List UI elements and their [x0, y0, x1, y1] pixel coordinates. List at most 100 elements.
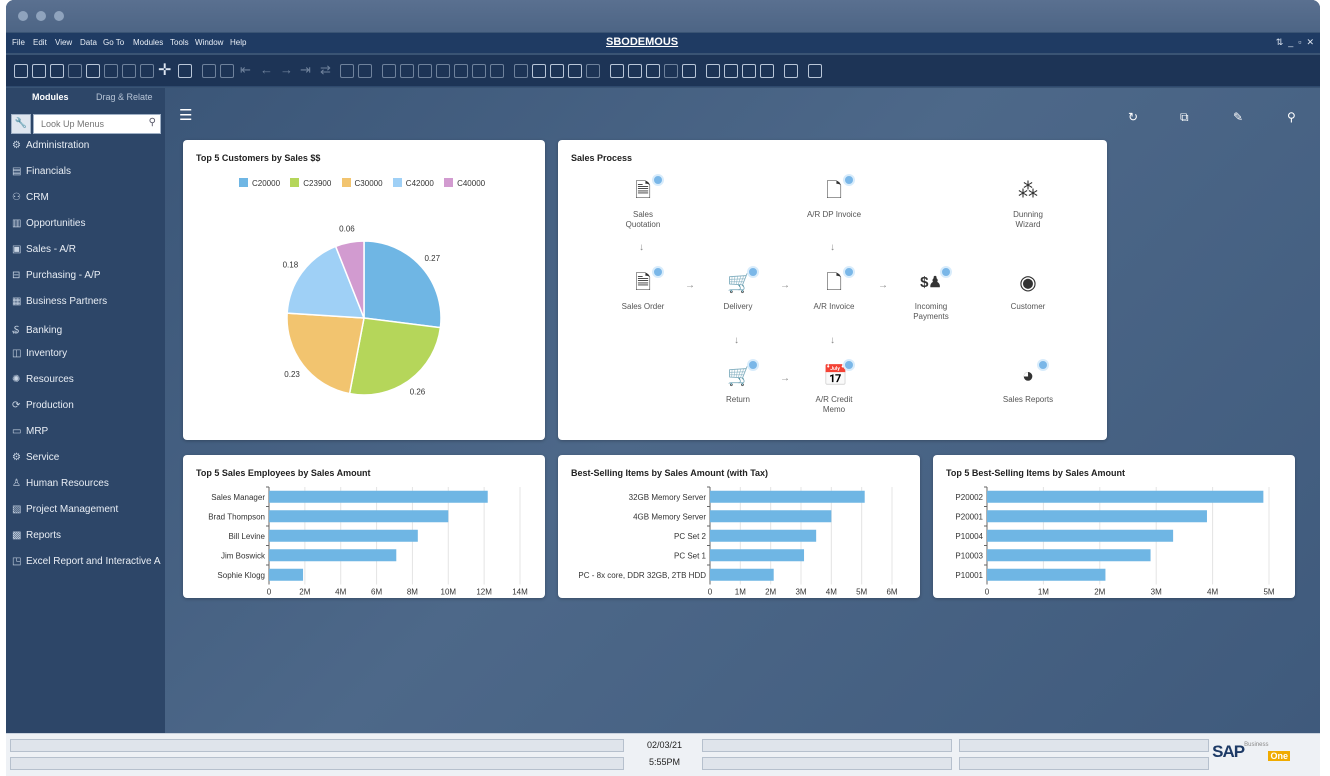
tab-modules[interactable]: Modules — [32, 92, 69, 102]
sidebar-item-excel-report[interactable]: ◳ Excel Report and Interactive A — [12, 556, 161, 567]
next-record-icon[interactable]: → — [280, 62, 293, 77]
sidebar-item-purchasing-ap[interactable]: ⊟ Purchasing - A/P — [12, 270, 101, 281]
sales-order-node[interactable]: 🗎 Sales Order — [603, 266, 683, 312]
bar[interactable] — [710, 490, 865, 503]
ar-credit-memo-node[interactable]: 📅 A/R Credit Memo — [794, 359, 874, 415]
edit-document-icon[interactable] — [550, 64, 564, 78]
edit-pencil-icon[interactable]: ✎ — [1233, 110, 1244, 124]
hamburger-menu-icon[interactable]: ☰ — [179, 107, 193, 124]
first-record-icon[interactable]: ⇤ — [240, 62, 251, 77]
add-icon[interactable] — [747, 266, 759, 278]
sidebar-item-reports[interactable]: ▩ Reports — [12, 530, 62, 541]
sidebar-item-human-resources[interactable]: ♙ Human Resources — [12, 478, 109, 489]
print-icon[interactable] — [32, 64, 46, 78]
journal-icon[interactable] — [436, 64, 450, 78]
sidebar-item-project-management[interactable]: ▧ Project Management — [12, 504, 119, 515]
email-icon[interactable] — [86, 64, 100, 78]
menu-data[interactable]: Data — [80, 38, 97, 47]
add-icon[interactable] — [747, 359, 759, 371]
close-dot-icon[interactable] — [18, 11, 28, 21]
employees-bar-chart[interactable]: 0 2M 4M 6M 8M 10M 12M 14M Sales Manager Brad Thom… — [183, 455, 545, 598]
sidebar-item-banking[interactable]: ₷ Banking — [12, 322, 164, 342]
layout-icon[interactable] — [472, 64, 486, 78]
customer-node[interactable]: ◉ Customer — [1010, 272, 1046, 311]
word-icon[interactable] — [122, 64, 136, 78]
pie-slice[interactable] — [348, 317, 442, 396]
sidebar-item-service[interactable]: ⚙ Service — [12, 452, 60, 463]
users-icon[interactable] — [664, 64, 678, 78]
preview-icon[interactable] — [14, 64, 28, 78]
sidebar-item-crm[interactable]: ⚇ CRM — [12, 192, 49, 203]
search-icon[interactable]: ⚲ — [1287, 110, 1296, 124]
sidebar-item-resources[interactable]: ✺ Resources — [12, 374, 74, 385]
menu-modules[interactable]: Modules — [133, 38, 164, 47]
add-icon[interactable] — [652, 266, 664, 278]
pie-slice[interactable] — [334, 240, 365, 319]
previous-record-icon[interactable]: ← — [260, 62, 273, 77]
activity-icon[interactable] — [628, 64, 642, 78]
pie-slice[interactable] — [286, 312, 365, 395]
sort-icon[interactable] — [358, 64, 372, 78]
filter-icon[interactable] — [340, 64, 354, 78]
tab-drag-relate[interactable]: Drag & Relate — [96, 92, 153, 102]
menu-file[interactable]: File — [12, 38, 25, 47]
help-icon[interactable] — [808, 64, 822, 78]
bar[interactable] — [710, 568, 774, 581]
sidebar-item-production[interactable]: ⟳ Production — [12, 400, 74, 411]
ar-invoice-node[interactable]: 🗋 A/R Invoice — [794, 266, 874, 312]
search-icon[interactable]: ⚲ — [148, 117, 156, 128]
settings-icon[interactable] — [178, 64, 192, 78]
maximize-dot-icon[interactable] — [54, 11, 64, 21]
bar[interactable] — [710, 529, 817, 542]
pie-chart[interactable]: 0.27 0.26 0.23 0.18 0.06 — [183, 140, 545, 440]
chat-icon[interactable] — [586, 64, 600, 78]
sales-reports-node[interactable]: ◕ Sales Reports — [988, 359, 1068, 405]
bar[interactable] — [269, 529, 418, 542]
return-node[interactable]: 🛒 Return — [698, 359, 778, 405]
sales-quotation-node[interactable]: 🗎 Sales Quotation — [603, 174, 683, 230]
export-icon[interactable] — [68, 64, 82, 78]
pie-slice[interactable] — [363, 240, 442, 329]
incoming-payments-node[interactable]: $♟ Incoming Payments — [891, 266, 971, 322]
calculator-icon[interactable] — [646, 64, 660, 78]
sidebar-item-opportunities[interactable]: ▥ Opportunities — [12, 218, 86, 229]
alert-icon[interactable] — [514, 64, 528, 78]
query-icon[interactable] — [760, 64, 774, 78]
menu-tools[interactable]: Tools — [170, 38, 189, 47]
delivery-node[interactable]: 🛒 Delivery — [698, 266, 778, 312]
report-icon[interactable] — [706, 64, 720, 78]
add-icon[interactable] — [843, 266, 855, 278]
bar[interactable] — [987, 549, 1151, 562]
sidebar-item-sales-ar[interactable]: ▣ Sales - A/R — [12, 244, 77, 255]
add-record-icon[interactable] — [220, 64, 234, 78]
find-icon[interactable] — [202, 64, 216, 78]
sidebar-item-administration[interactable]: ⚙ Administration — [12, 140, 90, 151]
launch-icon[interactable] — [742, 64, 756, 78]
lookup-menus-input[interactable] — [33, 114, 161, 134]
add-icon[interactable] — [843, 174, 855, 186]
gross-profit-icon[interactable] — [418, 64, 432, 78]
bar[interactable] — [269, 490, 488, 503]
bar[interactable] — [987, 510, 1207, 523]
user-icon[interactable] — [682, 64, 696, 78]
excel-icon[interactable] — [104, 64, 118, 78]
refresh-record-icon[interactable]: ⇄ — [320, 62, 331, 77]
target-document-icon[interactable] — [400, 64, 414, 78]
add-icon[interactable] — [843, 359, 855, 371]
dunning-wizard-node[interactable]: ⁂ Dunning Wizard — [1013, 180, 1043, 229]
sidebar-item-inventory[interactable]: ◫ Inventory — [12, 348, 68, 359]
settlement-icon[interactable] — [454, 64, 468, 78]
add-icon[interactable] — [1037, 359, 1049, 371]
print-preview-icon[interactable] — [50, 64, 64, 78]
bar[interactable] — [987, 529, 1174, 542]
menu-edit[interactable]: Edit — [33, 38, 47, 47]
menu-help[interactable]: Help — [230, 38, 247, 47]
web-icon[interactable] — [784, 64, 798, 78]
bar[interactable] — [710, 549, 805, 562]
base-document-icon[interactable] — [382, 64, 396, 78]
ar-dp-invoice-node[interactable]: 🗋 A/R DP Invoice — [794, 174, 874, 220]
menu-view[interactable]: View — [55, 38, 73, 47]
pdf-icon[interactable] — [140, 64, 154, 78]
add-icon[interactable] — [652, 174, 664, 186]
last-record-icon[interactable]: ⇥ — [300, 62, 311, 77]
